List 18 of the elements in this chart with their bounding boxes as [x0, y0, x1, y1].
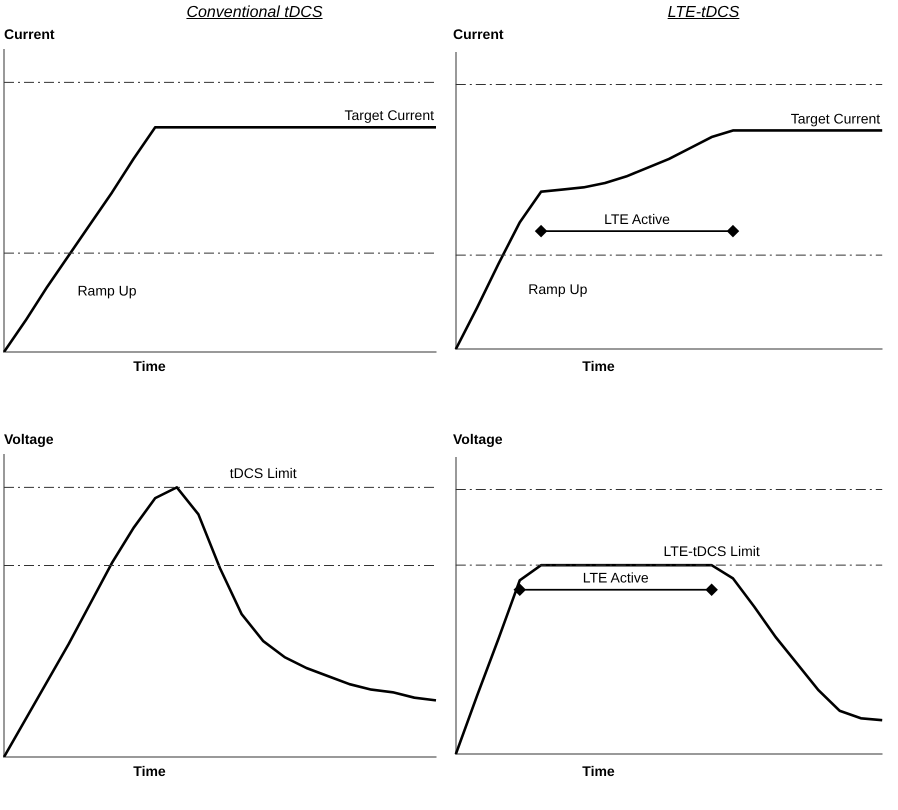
y-axis-title: Current: [452, 26, 505, 44]
annotation: Target Current: [790, 110, 880, 126]
annotation: Target Current: [344, 107, 434, 124]
ref-line-label: LTE-tDCS Limit: [664, 543, 760, 560]
chart-title: LTE-tDCS: [666, 3, 740, 23]
y-axis-title: Voltage: [3, 431, 55, 449]
y-axis-title: Voltage: [452, 431, 504, 449]
x-axis-title: Time: [581, 358, 616, 374]
annotation: Ramp Up: [528, 280, 588, 297]
x-axis-title: Time: [132, 358, 167, 374]
x-axis-title: Time: [581, 763, 616, 779]
chart-title: Conventional tDCS: [185, 3, 324, 23]
series-label: LTE Active: [604, 210, 670, 227]
y-axis-title: Current: [3, 26, 56, 44]
series-label: LTE Active: [582, 570, 649, 586]
ref-line-label: tDCS Limit: [230, 465, 297, 482]
x-axis-title: Time: [132, 763, 167, 779]
annotation: Ramp Up: [77, 282, 137, 298]
